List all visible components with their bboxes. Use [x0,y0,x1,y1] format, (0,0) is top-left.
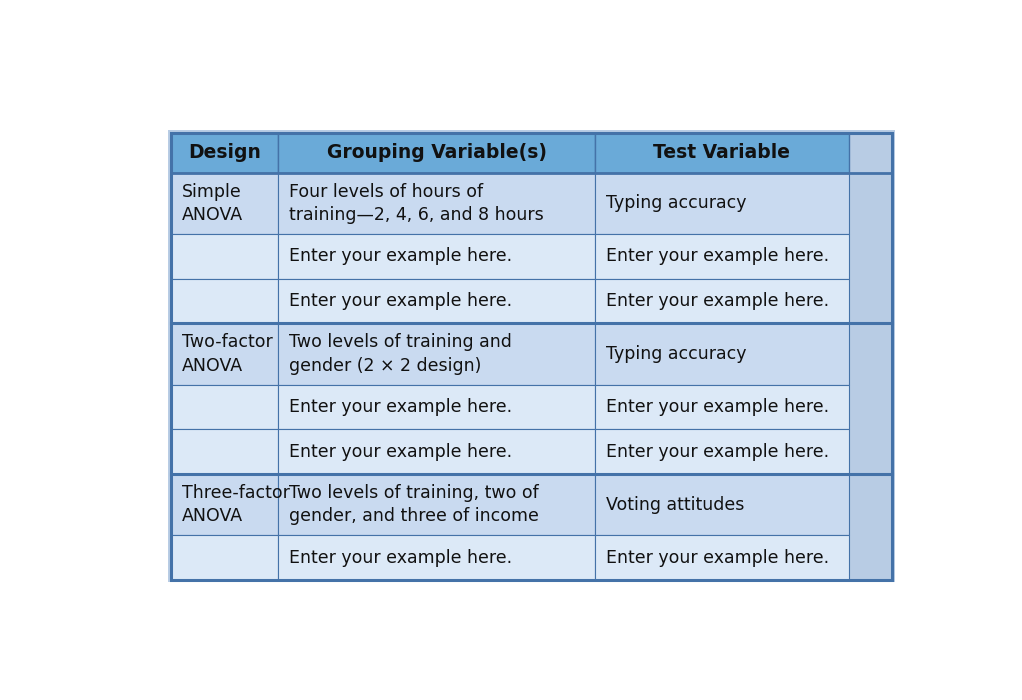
FancyBboxPatch shape [172,429,278,474]
Text: Voting attitudes: Voting attitudes [606,496,744,514]
Text: Design: Design [188,143,261,162]
Text: Enter your example here.: Enter your example here. [289,442,512,461]
Text: Enter your example here.: Enter your example here. [289,549,512,566]
Text: Enter your example here.: Enter your example here. [606,442,829,461]
FancyBboxPatch shape [172,132,278,173]
Text: Grouping Variable(s): Grouping Variable(s) [327,143,547,162]
Text: Enter your example here.: Enter your example here. [606,247,829,265]
FancyBboxPatch shape [278,234,595,279]
FancyBboxPatch shape [595,132,849,173]
FancyBboxPatch shape [278,173,595,234]
FancyBboxPatch shape [595,234,849,279]
FancyBboxPatch shape [278,429,595,474]
FancyBboxPatch shape [172,474,278,536]
Text: Test Variable: Test Variable [653,143,790,162]
FancyBboxPatch shape [278,536,595,580]
Text: Enter your example here.: Enter your example here. [289,247,512,265]
FancyBboxPatch shape [595,173,849,234]
FancyBboxPatch shape [278,279,595,323]
FancyBboxPatch shape [278,323,595,385]
Text: Three-factor
ANOVA: Three-factor ANOVA [182,484,290,526]
Text: Four levels of hours of
training—2, 4, 6, and 8 hours: Four levels of hours of training—2, 4, 6… [289,183,544,224]
FancyBboxPatch shape [595,323,849,385]
Text: Typing accuracy: Typing accuracy [606,195,746,212]
FancyBboxPatch shape [172,536,278,580]
FancyBboxPatch shape [172,173,278,234]
FancyBboxPatch shape [278,385,595,429]
Text: Enter your example here.: Enter your example here. [289,292,512,310]
Text: Two levels of training, two of
gender, and three of income: Two levels of training, two of gender, a… [289,484,539,526]
FancyBboxPatch shape [278,474,595,536]
Text: Simple
ANOVA: Simple ANOVA [182,183,243,224]
FancyBboxPatch shape [595,385,849,429]
FancyBboxPatch shape [595,474,849,536]
FancyBboxPatch shape [595,536,849,580]
FancyBboxPatch shape [172,323,278,385]
Text: Two levels of training and
gender (2 × 2 design): Two levels of training and gender (2 × 2… [289,333,512,374]
Text: Enter your example here.: Enter your example here. [606,292,829,310]
FancyBboxPatch shape [172,234,278,279]
FancyBboxPatch shape [595,279,849,323]
FancyBboxPatch shape [595,429,849,474]
Text: Enter your example here.: Enter your example here. [289,398,512,416]
FancyBboxPatch shape [172,279,278,323]
Text: Enter your example here.: Enter your example here. [606,549,829,566]
FancyBboxPatch shape [169,130,895,582]
Text: Typing accuracy: Typing accuracy [606,345,746,363]
Text: Enter your example here.: Enter your example here. [606,398,829,416]
FancyBboxPatch shape [278,132,595,173]
FancyBboxPatch shape [172,385,278,429]
Text: Two-factor
ANOVA: Two-factor ANOVA [182,333,273,374]
